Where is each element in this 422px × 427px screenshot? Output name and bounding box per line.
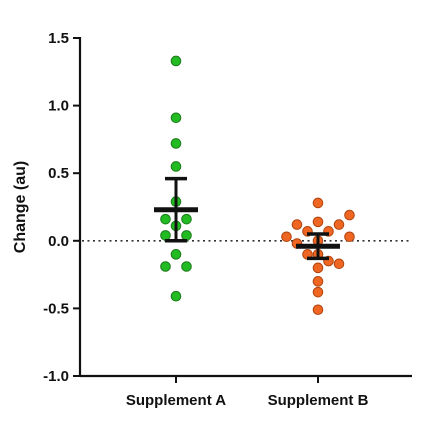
y-tick-label: -0.5 <box>43 300 69 317</box>
data-point <box>312 286 324 298</box>
data-point <box>181 261 192 272</box>
data-point <box>312 304 324 316</box>
data-point <box>312 197 324 209</box>
data-point <box>170 138 182 149</box>
data-point <box>170 112 182 124</box>
data-points <box>160 55 355 316</box>
data-point <box>312 216 324 228</box>
y-tick-label: -1.0 <box>43 368 69 385</box>
data-point <box>312 276 324 287</box>
data-point <box>170 290 182 302</box>
data-point <box>181 213 192 225</box>
y-tick-label: 1.0 <box>48 98 69 115</box>
x-category-label: Supplement B <box>268 392 369 409</box>
data-point <box>344 231 355 243</box>
data-point <box>344 209 355 221</box>
data-point <box>181 230 192 241</box>
data-point <box>160 213 171 225</box>
axis-labels: -1.0 -0.5 0.0 0.5 1.0 1.5 Supplement A Suppleme… <box>12 30 369 409</box>
data-point <box>170 161 182 172</box>
axes <box>73 37 412 383</box>
y-tick-label: 0.5 <box>48 165 69 182</box>
data-point <box>160 261 171 272</box>
data-point <box>281 231 292 243</box>
data-point <box>170 249 182 260</box>
y-tick-label: 0.0 <box>48 233 69 250</box>
data-point <box>160 230 171 241</box>
data-point <box>170 55 182 67</box>
data-point <box>333 258 345 270</box>
data-point <box>291 219 303 230</box>
y-axis-title: Change (au) <box>12 161 29 253</box>
data-point <box>333 219 345 230</box>
y-tick-label: 1.5 <box>48 30 69 47</box>
mean-and-error-bars <box>154 176 340 261</box>
data-point <box>312 262 324 274</box>
x-category-label: Supplement A <box>126 392 226 409</box>
